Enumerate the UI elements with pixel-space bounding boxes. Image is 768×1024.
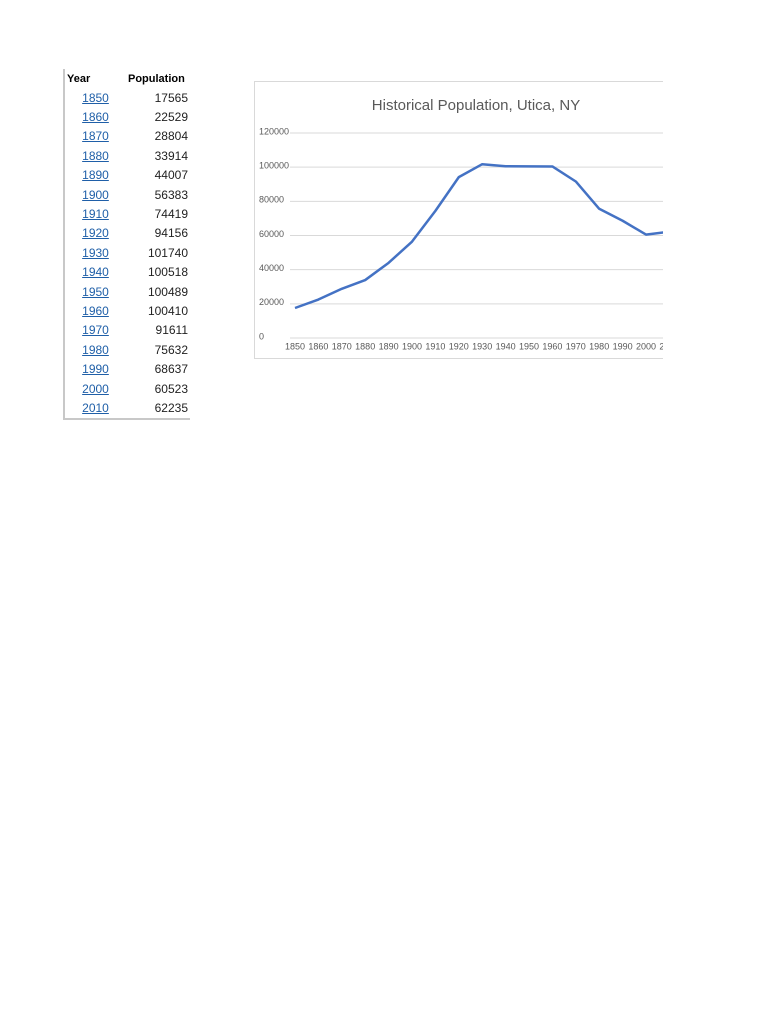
x-tick-label: 1950 [519,341,539,351]
population-cell: 44007 [154,168,188,183]
data-table: Year Population 1850 17565 1860 22529 1870 28… [63,69,190,420]
y-tick-label: 40000 [259,263,284,273]
data-line [294,162,663,310]
table-row: 1930 101740 [65,243,190,262]
table-row: 2010 62235 [65,398,190,417]
year-link[interactable]: 1990 [82,362,109,377]
population-cell: 94156 [154,226,188,241]
population-cell: 33914 [154,148,188,163]
x-tick-label: 1910 [425,341,445,351]
chart: Historical Population, Utica, NY 0 20000 4… [254,81,663,359]
population-cell: 28804 [154,129,188,144]
year-link[interactable]: 1920 [82,226,109,241]
table-row: 1920 94156 [65,224,190,243]
x-tick-label: 1970 [566,341,586,351]
year-link[interactable]: 1890 [82,168,109,183]
population-cell: 100410 [147,303,188,318]
year-link[interactable]: 1900 [82,187,109,202]
population-cell: 68637 [154,362,188,377]
table-row: 1850 17565 [65,88,190,107]
population-cell: 100489 [147,284,188,299]
table-row: 2000 60523 [65,379,190,398]
population-cell: 60523 [154,381,188,396]
x-tick-label: 1960 [542,341,562,351]
y-tick-label: 0 [259,331,264,341]
year-link[interactable]: 1980 [82,342,109,357]
y-tick-label: 80000 [259,195,284,205]
y-tick-label: 20000 [259,297,284,307]
table-row: 1940 100518 [65,263,190,282]
x-tick-label: 1850 [285,341,305,351]
x-tick-label: 1930 [472,341,492,351]
year-link[interactable]: 1960 [82,303,109,318]
population-cell: 74419 [154,207,188,222]
population-cell: 22529 [154,110,188,125]
population-cell: 75632 [154,342,188,357]
x-tick-label: 2010 [659,341,663,351]
chart-border [254,81,663,359]
population-cell: 91611 [155,323,188,338]
table-row: 1970 91611 [65,321,190,340]
year-link[interactable]: 1930 [82,245,109,260]
y-tick-label: 60000 [259,229,284,239]
x-tick-label: 1940 [496,341,516,351]
table-row: 1880 33914 [65,146,190,165]
y-tick-label: 100000 [259,161,289,171]
year-link[interactable]: 1860 [82,110,109,125]
table-row: 1950 100489 [65,282,190,301]
x-tick-label: 1900 [402,341,422,351]
x-tick-label: 1880 [355,341,375,351]
x-tick-label: 1980 [589,341,609,351]
chart-title: Historical Population, Utica, NY [372,97,580,114]
population-cell: 101740 [147,245,188,260]
table-row: 1990 68637 [65,359,190,378]
x-tick-label: 1860 [308,341,328,351]
year-link[interactable]: 2010 [82,400,109,415]
table-row: 1900 56383 [65,185,190,204]
table-row: 1960 100410 [65,301,190,320]
table-row: 1980 75632 [65,340,190,359]
x-tick-label: 1890 [379,341,399,351]
table-row: 1890 44007 [65,166,190,185]
table-row: 1860 22529 [65,107,190,126]
year-link[interactable]: 1950 [82,284,109,299]
y-tick-label: 120000 [259,126,289,136]
table-row: 1910 74419 [65,204,190,223]
population-cell: 100518 [147,265,188,280]
year-link[interactable]: 2000 [82,381,109,396]
header-row: Year Population [65,69,190,88]
year-link[interactable]: 1880 [82,148,109,163]
population-cell: 62235 [154,400,188,415]
population-cell: 56383 [154,187,188,202]
year-link[interactable]: 1940 [82,265,109,280]
x-tick-label: 1870 [332,341,352,351]
population-cell: 17565 [154,90,188,105]
table-row: 1870 28804 [65,127,190,146]
year-link[interactable]: 1910 [82,207,109,222]
x-tick-label: 1990 [613,341,633,351]
year-link[interactable]: 1970 [82,323,109,338]
year-link[interactable]: 1870 [82,129,109,144]
x-tick-label: 2000 [636,341,656,351]
x-tick-label: 1920 [449,341,469,351]
year-link[interactable]: 1850 [82,90,109,105]
header-cell: Population [128,72,185,85]
header-cell: Year [67,72,91,85]
